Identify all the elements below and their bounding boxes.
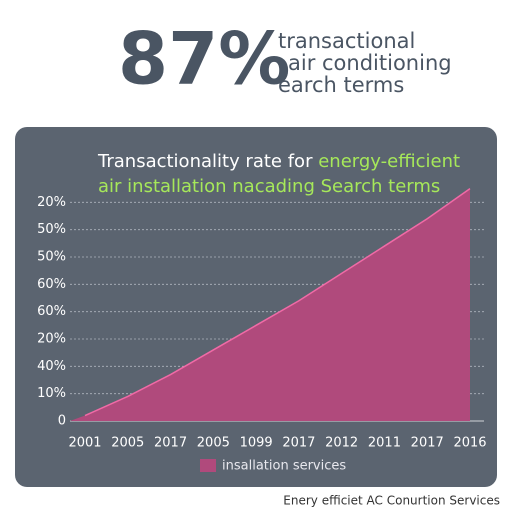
area (70, 188, 470, 421)
legend-label: insallation services (222, 459, 346, 474)
x-tick-label: 2012 (325, 436, 358, 451)
chart-title: Transactionality rate for energy-efficie… (97, 151, 460, 172)
title-part: energy-efficient (318, 151, 460, 172)
y-tick-label: 50% (37, 222, 66, 237)
headline-text: transactional (278, 29, 415, 53)
plot: 0 10% 40% 20% 60% 60% 50% 50% 20% 2001 2005 2017 200… (37, 188, 487, 451)
area-edge (84, 188, 471, 417)
y-tick-label: 40% (37, 359, 66, 374)
y-tick-label: 60% (37, 277, 66, 292)
headline-number: 87% (118, 17, 290, 101)
y-tick-label: 20% (37, 195, 66, 210)
title-part: Transactionality rate for (97, 151, 313, 172)
footer: Enery efficiet AC Conurtion Services (283, 494, 500, 508)
y-tick-label: 10% (37, 386, 66, 401)
x-tick-label: 2011 (368, 436, 401, 451)
y-tick-label: 20% (37, 332, 66, 347)
x-tick-label: 2017 (411, 436, 444, 451)
headline-text: air conditioning (288, 51, 452, 75)
x-tick-label: 2017 (282, 436, 315, 451)
x-tick-label: 2016 (453, 436, 486, 451)
y-tick-label: 60% (37, 304, 66, 319)
y-tick-label: 50% (37, 250, 66, 265)
y-tick-label: 0 (58, 414, 66, 429)
x-tick-label: 2005 (197, 436, 230, 451)
chart-title: air installation nacading Search terms (98, 176, 440, 197)
headline-text: earch terms (278, 73, 404, 97)
x-tick-label: 1099 (240, 436, 273, 451)
x-tick-label: 2005 (111, 436, 144, 451)
x-tick-label: 2017 (154, 436, 187, 451)
legend-swatch (200, 459, 216, 472)
x-tick-label: 2001 (68, 436, 101, 451)
